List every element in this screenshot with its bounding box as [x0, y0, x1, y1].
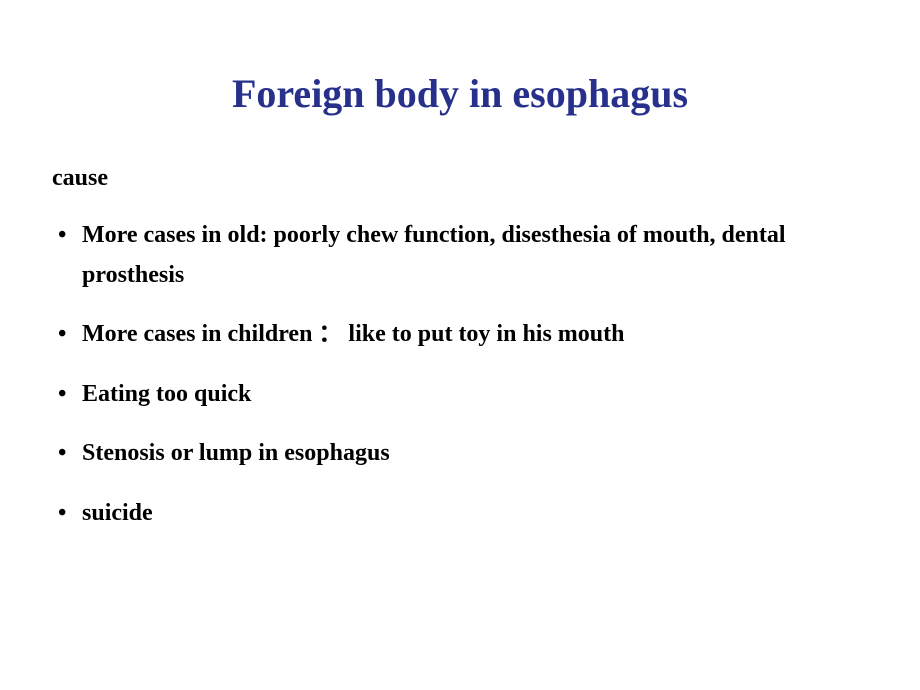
list-item: More cases in old: poorly chew function,… [54, 216, 870, 295]
bullet-list: More cases in old: poorly chew function,… [50, 216, 870, 534]
bullet-text: Stenosis or lump in esophagus [82, 440, 390, 466]
list-item: suicide [54, 494, 870, 534]
list-item: Stenosis or lump in esophagus [54, 434, 870, 474]
bullet-text: suicide [82, 500, 153, 526]
list-item: More cases in children ： like to put toy… [54, 315, 870, 355]
bullet-text: More cases in old: poorly chew function,… [82, 222, 786, 288]
bullet-text: More cases in children ： like to put toy… [82, 321, 624, 347]
bullet-text: Eating too quick [82, 381, 251, 407]
slide-container: Foreign body in esophagus cause More cas… [0, 0, 920, 690]
slide-title: Foreign body in esophagus [50, 70, 870, 117]
list-item: Eating too quick [54, 375, 870, 415]
slide-subtitle: cause [52, 165, 870, 192]
